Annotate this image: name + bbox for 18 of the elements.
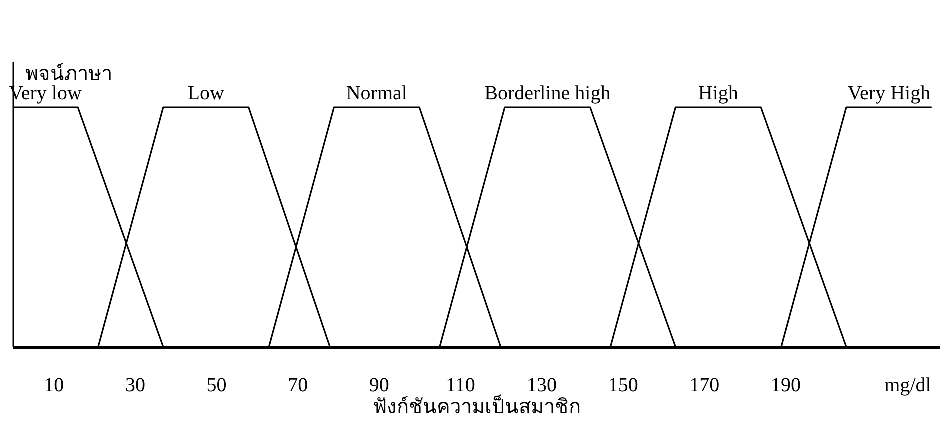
- x-tick-label: 30: [125, 374, 146, 396]
- x-tick-label: mg/dl: [884, 374, 932, 396]
- y-axis-title: พจน์ภาษา: [26, 62, 112, 86]
- series-label: Borderline high: [484, 82, 611, 105]
- x-tick-label: 190: [771, 374, 801, 396]
- x-tick-label: 130: [527, 374, 558, 396]
- series-label: Low: [188, 82, 226, 105]
- series-label: Normal: [346, 82, 408, 105]
- x-tick-label: 90: [369, 374, 390, 396]
- x-tick-label: 50: [206, 374, 227, 396]
- x-axis-title: ฟังก์ชันความเป็นสมาชิก: [373, 394, 581, 418]
- series-label: Very High: [848, 82, 931, 105]
- x-tick-label: 10: [44, 374, 64, 396]
- x-tick-label: 70: [288, 374, 308, 396]
- x-tick-label: 150: [608, 374, 638, 396]
- x-tick-label: 170: [690, 374, 720, 396]
- series-label: High: [698, 82, 738, 105]
- x-tick-label: 110: [446, 374, 476, 396]
